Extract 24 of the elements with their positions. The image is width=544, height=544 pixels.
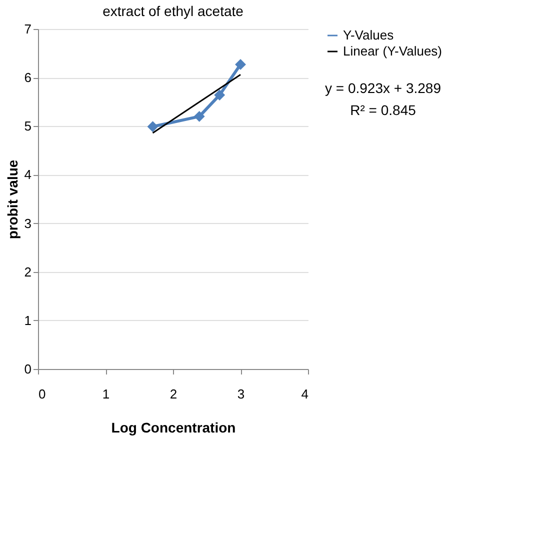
y-axis-title: probit value bbox=[4, 160, 20, 240]
x-tick-label: 1 bbox=[102, 386, 110, 402]
y-tick-label: 4 bbox=[24, 167, 32, 182]
point bbox=[147, 121, 158, 132]
y-tick-label: 6 bbox=[24, 70, 32, 86]
text: R² = 0.845 bbox=[350, 102, 416, 118]
y-tick-label: 2 bbox=[24, 264, 32, 280]
x-tick-label: 3 bbox=[237, 386, 245, 402]
legend-label: Y-Values bbox=[343, 28, 394, 42]
x-axis-title: Log Concentration bbox=[111, 420, 236, 436]
y-tick-label: 7 bbox=[24, 22, 32, 36]
x-tick-label: 4 bbox=[301, 386, 308, 402]
text: y = 0.923x + 3.289 bbox=[325, 80, 442, 96]
point bbox=[235, 58, 246, 70]
point bbox=[194, 110, 205, 122]
y-tick-label: 0 bbox=[24, 362, 32, 376]
point bbox=[214, 90, 226, 101]
y-tick-label: 5 bbox=[24, 118, 32, 134]
x-tick-label: 0 bbox=[38, 386, 46, 402]
y-tick-label: 3 bbox=[24, 216, 32, 231]
y-tick-label: 1 bbox=[24, 312, 32, 328]
legend-label: Linear (Y-Values) bbox=[343, 44, 442, 58]
x-tick-label: 2 bbox=[170, 386, 178, 402]
chart-title: extract of ethyl acetate bbox=[102, 3, 244, 19]
